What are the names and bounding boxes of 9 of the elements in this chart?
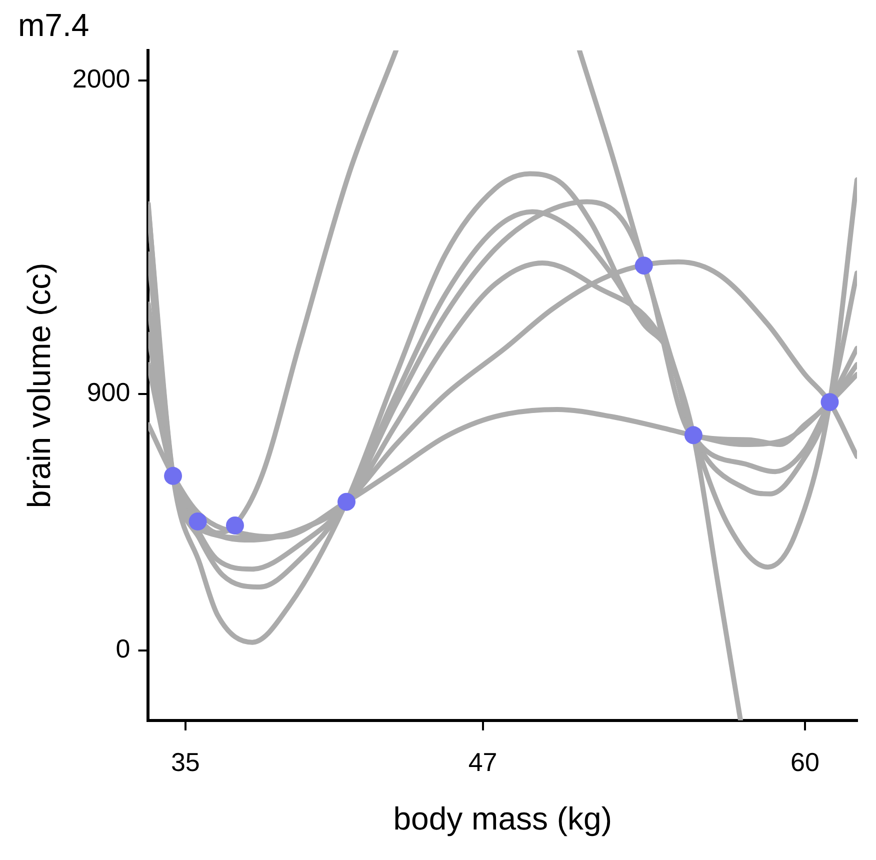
y-tick-label: 0 (116, 633, 130, 664)
x-tick-label: 47 (468, 747, 498, 778)
x-tick-label: 60 (790, 747, 820, 778)
chart-title: m7.4 (18, 7, 90, 44)
x-tick-label: 35 (170, 747, 200, 778)
y-tick-label: 900 (86, 376, 130, 407)
x-axis-title: body mass (kg) (393, 800, 612, 837)
y-axis-title: brain volume (cc) (21, 262, 58, 508)
y-tick-label: 2000 (72, 63, 130, 94)
